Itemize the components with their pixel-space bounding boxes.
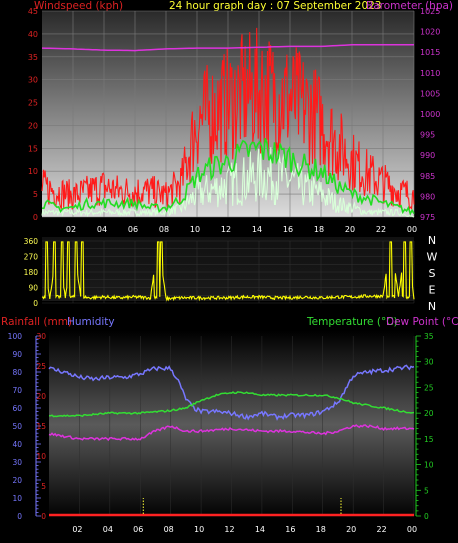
hour-tick-label: 12 xyxy=(221,225,231,234)
temperature-tick-label: 0 xyxy=(424,512,429,521)
wind-tick-label: 30 xyxy=(28,76,38,85)
wind-tick-label: 35 xyxy=(28,53,38,62)
hour-tick-label: 02 xyxy=(72,525,82,534)
graph-title: 24 hour graph day : 07 September 2023 xyxy=(169,0,381,12)
wind-tick-label: 10 xyxy=(28,167,38,176)
hour-tick-label: 06 xyxy=(128,225,138,234)
hour-tick-label: 02 xyxy=(66,225,76,234)
hour-tick-label: 18 xyxy=(314,225,324,234)
rainfall-tick-label: 25 xyxy=(36,362,46,371)
humidity-tick-label: 40 xyxy=(12,440,22,449)
temperature-tick-label: 15 xyxy=(424,435,434,444)
temperature-tick-label: 25 xyxy=(424,383,434,392)
rainfall-tick-label: 10 xyxy=(36,452,46,461)
humidity-tick-label: 0 xyxy=(17,512,22,521)
humidity-tick-label: 100 xyxy=(8,332,23,341)
wind-tick-label: 15 xyxy=(28,144,38,153)
barometer-tick-label: 1025 xyxy=(420,7,440,16)
wind-tick-label: 20 xyxy=(28,121,38,130)
wind-tick-label: 45 xyxy=(28,7,38,16)
barometer-tick-label: 1005 xyxy=(420,89,440,98)
windspeed-axis-title: Windspeed (kph) xyxy=(34,0,123,12)
hour-tick-label: 22 xyxy=(376,225,386,234)
hour-tick-label: 00 xyxy=(407,225,417,234)
humidity-tick-label: 30 xyxy=(12,458,22,467)
hour-tick-label: 20 xyxy=(346,525,356,534)
hour-tick-label: 08 xyxy=(164,525,174,534)
direction-tick-label: 180 xyxy=(24,268,39,277)
humidity-tick-label: 70 xyxy=(12,386,22,395)
hour-tick-label: 04 xyxy=(97,225,107,234)
direction-tick-label: 0 xyxy=(33,299,38,308)
hour-tick-label: 10 xyxy=(194,525,204,534)
barometer-tick-label: 985 xyxy=(420,172,435,181)
hour-tick-label: 16 xyxy=(285,525,295,534)
hour-tick-label: 16 xyxy=(283,225,293,234)
temperature-axis-title: Temperature (°C) xyxy=(306,316,398,328)
barometer-tick-label: 975 xyxy=(420,213,435,222)
temperature-tick-label: 35 xyxy=(424,332,434,341)
dew-point-line xyxy=(48,424,415,442)
humidity-tick-label: 20 xyxy=(12,476,22,485)
compass-label: N xyxy=(428,300,436,313)
temperature-tick-label: 30 xyxy=(424,358,434,367)
barometer-axis-title: Barometer (hpa) xyxy=(366,0,453,12)
direction-tick-label: 360 xyxy=(24,237,39,246)
hour-tick-label: 10 xyxy=(190,225,200,234)
direction-tick-label: 90 xyxy=(28,284,38,293)
temperature-tick-label: 5 xyxy=(424,486,429,495)
compass-label: E xyxy=(429,284,436,297)
barometer-line xyxy=(41,44,414,52)
rainfall-axis-title: Rainfall (mm) xyxy=(1,316,72,328)
temperature-tick-label: 10 xyxy=(424,461,434,470)
hour-tick-label: 14 xyxy=(255,525,265,534)
humidity-tick-label: 90 xyxy=(12,350,22,359)
temperature-tick-label: 20 xyxy=(424,409,434,418)
humidity-tick-label: 80 xyxy=(12,368,22,377)
wind-speed-line xyxy=(41,27,415,212)
temperature-line xyxy=(48,391,415,418)
wind-direction-line xyxy=(41,241,415,302)
wind-tick-label: 5 xyxy=(33,190,38,199)
hour-tick-label: 20 xyxy=(345,225,355,234)
wind-tick-label: 0 xyxy=(33,213,38,222)
wind-tick-label: 40 xyxy=(28,30,38,39)
direction-tick-label: 270 xyxy=(24,253,39,262)
barometer-tick-label: 990 xyxy=(420,151,435,160)
hour-tick-label: 14 xyxy=(252,225,262,234)
wind-average-line xyxy=(41,137,415,216)
hour-tick-label: 22 xyxy=(376,525,386,534)
compass-label: S xyxy=(429,267,436,280)
compass-label: N xyxy=(428,234,436,247)
barometer-tick-label: 980 xyxy=(420,192,435,201)
humidity-tick-label: 10 xyxy=(12,494,22,503)
barometer-tick-label: 995 xyxy=(420,131,435,140)
hour-tick-label: 12 xyxy=(224,525,234,534)
rainfall-tick-label: 30 xyxy=(36,332,46,341)
humidity-tick-label: 50 xyxy=(12,422,22,431)
compass-label: W xyxy=(427,251,438,264)
barometer-tick-label: 1010 xyxy=(420,69,440,78)
barometer-tick-label: 1020 xyxy=(420,28,440,37)
humidity-axis-title: Humidity xyxy=(67,316,115,328)
wind-low-line xyxy=(41,147,415,218)
barometer-tick-label: 1015 xyxy=(420,48,440,57)
barometer-tick-label: 1000 xyxy=(420,110,440,119)
hour-tick-label: 04 xyxy=(103,525,113,534)
humidity-line xyxy=(48,364,415,421)
hour-tick-label: 08 xyxy=(159,225,169,234)
hour-tick-label: 18 xyxy=(316,525,326,534)
rainfall-tick-label: 15 xyxy=(36,422,46,431)
hour-tick-label: 06 xyxy=(133,525,143,534)
rainfall-tick-label: 0 xyxy=(41,512,46,521)
rainfall-tick-label: 20 xyxy=(36,392,46,401)
wind-tick-label: 25 xyxy=(28,99,38,108)
dew-point-axis-title: Dew Point (°C) xyxy=(386,316,458,328)
humidity-tick-label: 60 xyxy=(12,404,22,413)
rainfall-tick-label: 5 xyxy=(41,482,46,491)
hour-tick-label: 00 xyxy=(407,525,417,534)
